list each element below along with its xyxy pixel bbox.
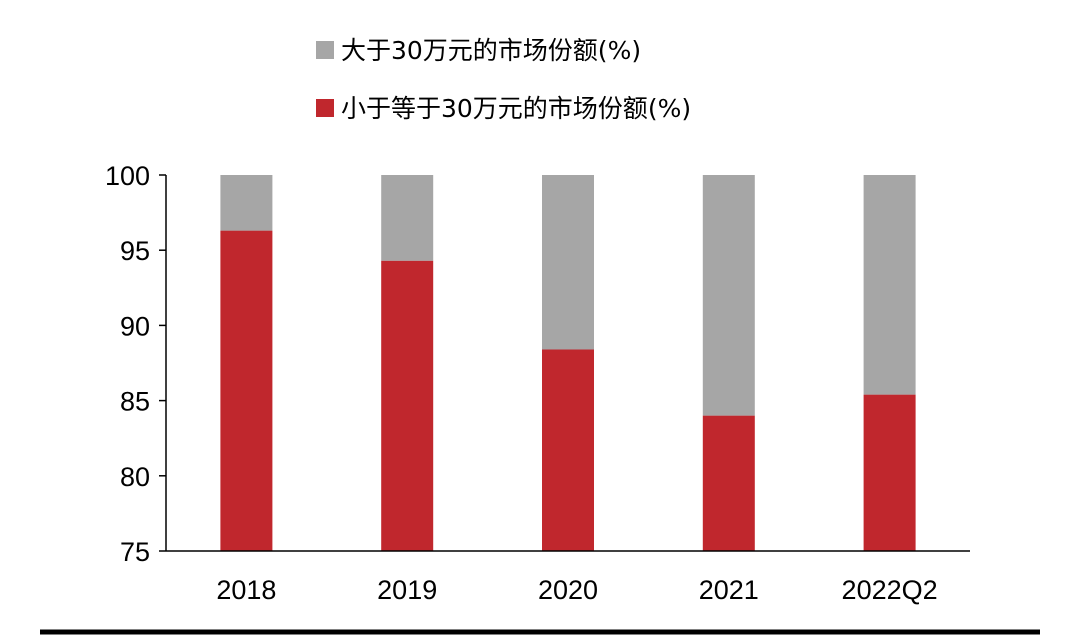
bar-small-2019 xyxy=(381,260,434,551)
bar-large-2019 xyxy=(381,175,434,261)
x-tick-label-2021: 2021 xyxy=(699,575,759,605)
x-tick-label-2022Q2: 2022Q2 xyxy=(842,575,938,605)
y-tick-label-95: 95 xyxy=(120,236,150,266)
y-tick-label-90: 90 xyxy=(120,311,150,341)
x-tick-label-2020: 2020 xyxy=(538,575,598,605)
y-tick-label-100: 100 xyxy=(105,161,150,191)
x-tick-label-2019: 2019 xyxy=(377,575,437,605)
bar-large-2021 xyxy=(702,175,755,416)
bar-large-2018 xyxy=(220,175,273,231)
legend-label-0: 大于30万元的市场份额(%) xyxy=(341,36,641,65)
x-tick-label-2018: 2018 xyxy=(216,575,276,605)
bar-small-2018 xyxy=(220,230,273,551)
bar-small-2020 xyxy=(542,349,594,551)
bar-small-2022Q2 xyxy=(863,394,916,551)
y-tick-label-80: 80 xyxy=(120,462,150,492)
bars xyxy=(220,175,916,551)
legend-swatch-1 xyxy=(316,99,334,117)
bar-large-2022Q2 xyxy=(863,175,916,395)
axes: 75 80 85 90 95 100 2018 2019 2020 2021 2022Q2 xyxy=(105,161,970,605)
bar-small-2021 xyxy=(702,415,755,551)
y-tick-label-75: 75 xyxy=(120,537,150,567)
legend-swatch-0 xyxy=(316,41,334,59)
bar-large-2020 xyxy=(542,175,594,350)
legend-label-1: 小于等于30万元的市场份额(%) xyxy=(341,94,691,123)
legend: 大于30万元的市场份额(%) 小于等于30万元的市场份额(%) xyxy=(316,36,691,123)
y-tick-label-85: 85 xyxy=(120,387,150,417)
